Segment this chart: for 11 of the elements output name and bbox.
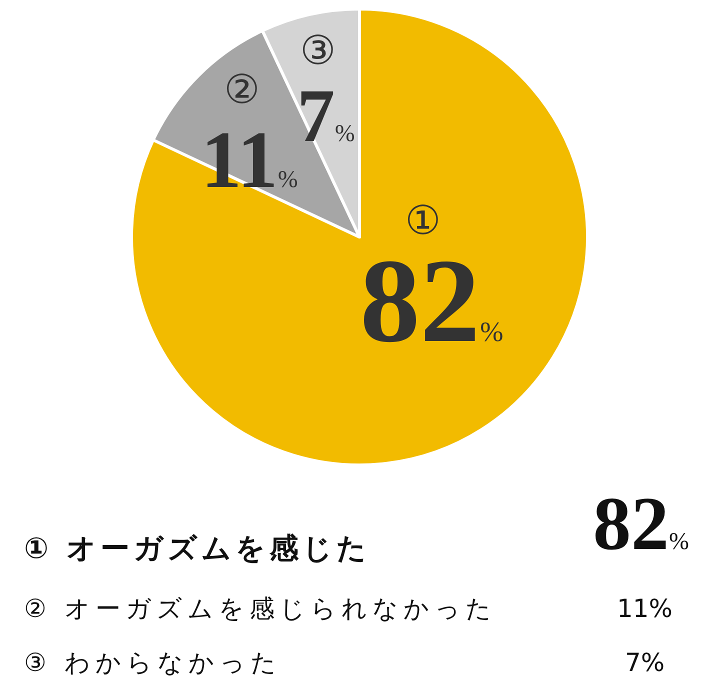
data-label: 11% <box>201 114 298 205</box>
text: ② オーガズムを感じられなかった <box>24 594 496 623</box>
text: ③ わからなかった <box>24 648 282 677</box>
slice-label: ③ <box>300 28 336 73</box>
pie-slice <box>130 8 589 466</box>
text: ① オーガズムを感じた <box>24 531 371 565</box>
text: 82% <box>593 482 689 566</box>
text: 7% <box>625 648 665 677</box>
text: 11% <box>617 594 673 623</box>
slice-label: ② <box>224 67 260 112</box>
data-label: 7% <box>297 74 355 158</box>
